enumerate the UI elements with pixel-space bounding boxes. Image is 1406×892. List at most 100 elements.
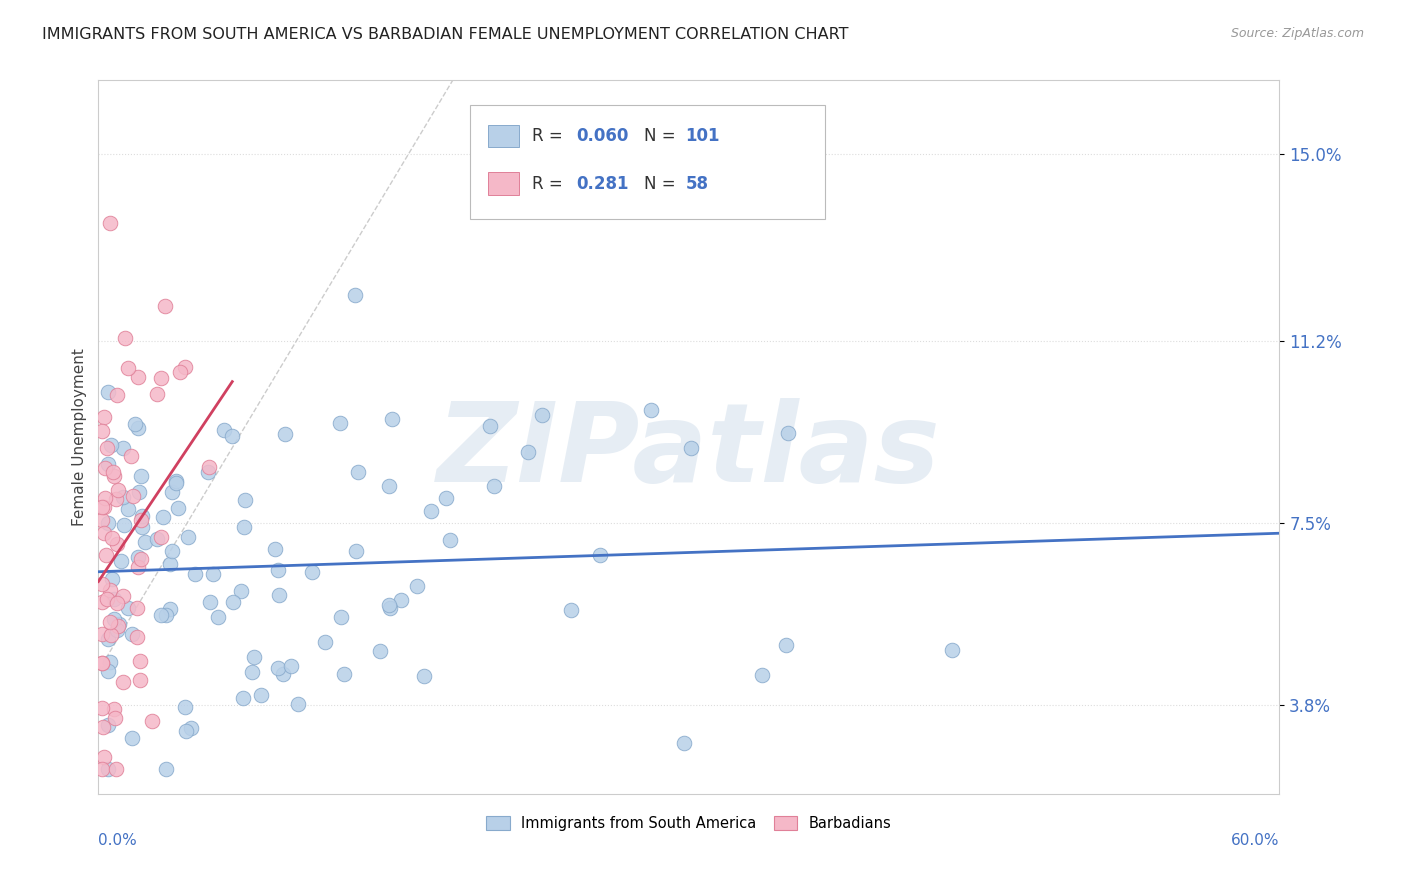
Point: [97, 632, 120, 647]
Point: [229, 584, 252, 599]
Point: [120, 450, 142, 464]
Point: [314, 635, 336, 649]
Point: [128, 673, 150, 687]
Point: [100, 572, 122, 586]
Point: [271, 667, 294, 681]
Point: [127, 630, 149, 644]
Point: [111, 674, 134, 689]
Y-axis label: Female Unemployment: Female Unemployment: [72, 348, 87, 526]
Point: [105, 536, 128, 550]
Point: [105, 623, 128, 637]
Point: [91, 424, 114, 438]
Text: 60.0%: 60.0%: [1232, 833, 1279, 848]
Point: [517, 445, 540, 459]
Text: R =: R =: [531, 175, 568, 193]
Point: [198, 595, 221, 609]
Point: [107, 616, 129, 631]
Point: [93, 410, 115, 425]
Point: [128, 485, 150, 500]
Point: [941, 643, 963, 657]
Point: [174, 723, 197, 738]
Point: [207, 610, 229, 624]
Text: Source: ZipAtlas.com: Source: ZipAtlas.com: [1230, 27, 1364, 40]
Point: [131, 512, 153, 526]
Point: [94, 461, 117, 475]
Point: [97, 516, 120, 530]
Point: [530, 408, 553, 422]
Text: R =: R =: [531, 127, 568, 145]
Point: [242, 665, 264, 679]
Point: [91, 513, 114, 527]
Point: [103, 592, 125, 607]
Text: N =: N =: [644, 127, 681, 145]
Point: [155, 608, 177, 623]
Point: [100, 438, 122, 452]
Text: 0.0%: 0.0%: [98, 833, 138, 848]
Point: [131, 469, 153, 483]
Point: [124, 417, 146, 432]
Point: [329, 610, 352, 624]
Point: [439, 533, 461, 547]
Point: [129, 654, 152, 668]
Point: [640, 403, 662, 417]
Point: [155, 762, 177, 776]
Point: [377, 479, 399, 493]
Point: [287, 697, 309, 711]
Point: [197, 466, 219, 480]
Point: [121, 731, 143, 746]
Point: [484, 479, 506, 493]
Point: [222, 594, 245, 608]
Point: [344, 288, 367, 302]
Text: ZIPatlas: ZIPatlas: [437, 398, 941, 505]
Point: [165, 476, 187, 491]
Point: [103, 469, 125, 483]
Point: [104, 492, 127, 507]
Point: [117, 502, 139, 516]
Point: [146, 532, 169, 546]
Point: [111, 441, 134, 455]
Point: [389, 593, 412, 607]
Point: [153, 299, 176, 313]
Point: [201, 566, 224, 581]
Point: [103, 701, 125, 715]
Point: [166, 501, 188, 516]
Point: [273, 427, 295, 442]
Point: [197, 460, 219, 475]
Text: 101: 101: [685, 127, 720, 145]
Point: [93, 525, 115, 540]
Point: [412, 669, 434, 683]
Point: [93, 749, 115, 764]
Point: [91, 762, 114, 776]
Point: [221, 429, 243, 443]
Point: [127, 559, 149, 574]
Point: [103, 465, 125, 479]
Point: [97, 457, 120, 471]
Point: [149, 530, 172, 544]
Point: [173, 359, 195, 374]
Point: [94, 491, 117, 505]
Point: [93, 500, 115, 514]
Point: [434, 491, 457, 505]
Point: [105, 388, 128, 402]
Point: [174, 700, 197, 714]
Point: [105, 762, 128, 776]
Point: [280, 659, 302, 673]
Text: 0.060: 0.060: [576, 127, 628, 145]
Point: [98, 216, 121, 230]
Point: [131, 520, 153, 534]
Point: [406, 579, 429, 593]
Point: [301, 566, 323, 580]
Point: [232, 690, 254, 705]
Point: [91, 627, 114, 641]
FancyBboxPatch shape: [488, 125, 519, 147]
Point: [110, 554, 132, 568]
Point: [165, 474, 187, 488]
Point: [180, 722, 202, 736]
Point: [776, 426, 799, 441]
Point: [589, 549, 612, 563]
Point: [672, 736, 695, 750]
Point: [96, 441, 118, 455]
Point: [560, 603, 582, 617]
Point: [329, 416, 352, 430]
Point: [98, 583, 121, 598]
